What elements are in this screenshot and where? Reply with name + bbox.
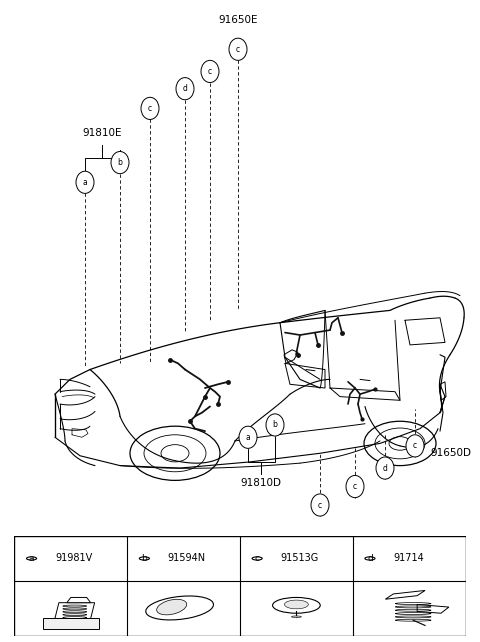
Text: 91981V: 91981V (55, 553, 92, 564)
Text: a: a (29, 554, 34, 563)
Circle shape (76, 171, 94, 193)
Ellipse shape (146, 596, 214, 620)
Text: c: c (413, 442, 417, 451)
Text: 91714: 91714 (394, 553, 424, 564)
Text: b: b (142, 554, 147, 563)
Text: 91650E: 91650E (218, 15, 258, 25)
Ellipse shape (291, 616, 301, 618)
Circle shape (141, 98, 159, 119)
Circle shape (201, 60, 219, 83)
Text: a: a (83, 178, 87, 187)
Circle shape (229, 38, 247, 60)
Text: c: c (236, 45, 240, 54)
Circle shape (239, 426, 257, 448)
Text: d: d (367, 554, 373, 563)
Text: c: c (148, 104, 152, 113)
Circle shape (311, 494, 329, 516)
Text: 91513G: 91513G (281, 553, 319, 564)
Text: b: b (273, 421, 277, 429)
Polygon shape (385, 591, 425, 599)
Polygon shape (67, 598, 91, 603)
Text: 91594N: 91594N (168, 553, 206, 564)
Circle shape (406, 435, 424, 457)
Circle shape (176, 78, 194, 100)
Text: c: c (255, 554, 260, 563)
Text: a: a (246, 433, 251, 442)
Text: c: c (208, 67, 212, 76)
Text: 91650D: 91650D (430, 448, 471, 458)
Ellipse shape (285, 600, 308, 609)
Circle shape (376, 457, 394, 479)
Text: d: d (182, 84, 187, 93)
Ellipse shape (273, 598, 320, 613)
Polygon shape (55, 603, 95, 618)
Text: c: c (353, 482, 357, 491)
Text: d: d (383, 464, 387, 473)
Ellipse shape (156, 599, 187, 615)
Circle shape (266, 414, 284, 436)
Circle shape (111, 152, 129, 174)
Circle shape (346, 476, 364, 498)
Text: 91810D: 91810D (240, 478, 281, 488)
Text: 91810E: 91810E (82, 128, 122, 138)
Text: c: c (318, 501, 322, 510)
Polygon shape (417, 605, 449, 613)
Text: b: b (118, 158, 122, 167)
Polygon shape (43, 618, 98, 629)
